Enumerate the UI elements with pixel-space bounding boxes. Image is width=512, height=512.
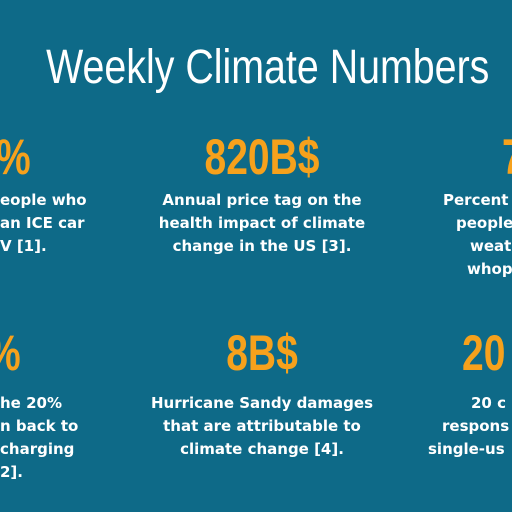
caption-line: respons (442, 417, 510, 435)
caption-line: weat (470, 237, 512, 255)
caption-line: an ICE car (0, 214, 85, 232)
figure: % (0, 128, 31, 186)
caption-line: Percent (443, 191, 509, 209)
caption-line: whop (467, 260, 512, 278)
caption-line: change in the US [3]. (172, 237, 352, 255)
caption-line: Annual price tag on the (162, 191, 362, 209)
figure: 20 (462, 325, 506, 381)
caption-line: people (456, 214, 512, 232)
caption-line: V [1]. (0, 237, 47, 255)
caption-line: charging (0, 440, 75, 458)
figure: 8B$ (226, 325, 298, 381)
caption-line: climate change [4]. (180, 440, 344, 458)
caption-line: health impact of climate (158, 214, 366, 232)
figure: % (0, 324, 21, 382)
caption-line: that are attributable to (163, 417, 361, 435)
caption-line: eople who (0, 191, 87, 209)
caption-line: Hurricane Sandy damages (150, 394, 374, 412)
caption-line: he 20% (0, 394, 62, 412)
title: Weekly Climate Numbers (46, 41, 490, 94)
caption-line: single-us (428, 440, 505, 458)
figure: 7 (502, 128, 512, 186)
caption-line: 20 c (471, 394, 506, 412)
caption-line: 2]. (0, 463, 23, 481)
figure: 820B$ (204, 129, 320, 185)
caption-line: n back to (0, 417, 79, 435)
